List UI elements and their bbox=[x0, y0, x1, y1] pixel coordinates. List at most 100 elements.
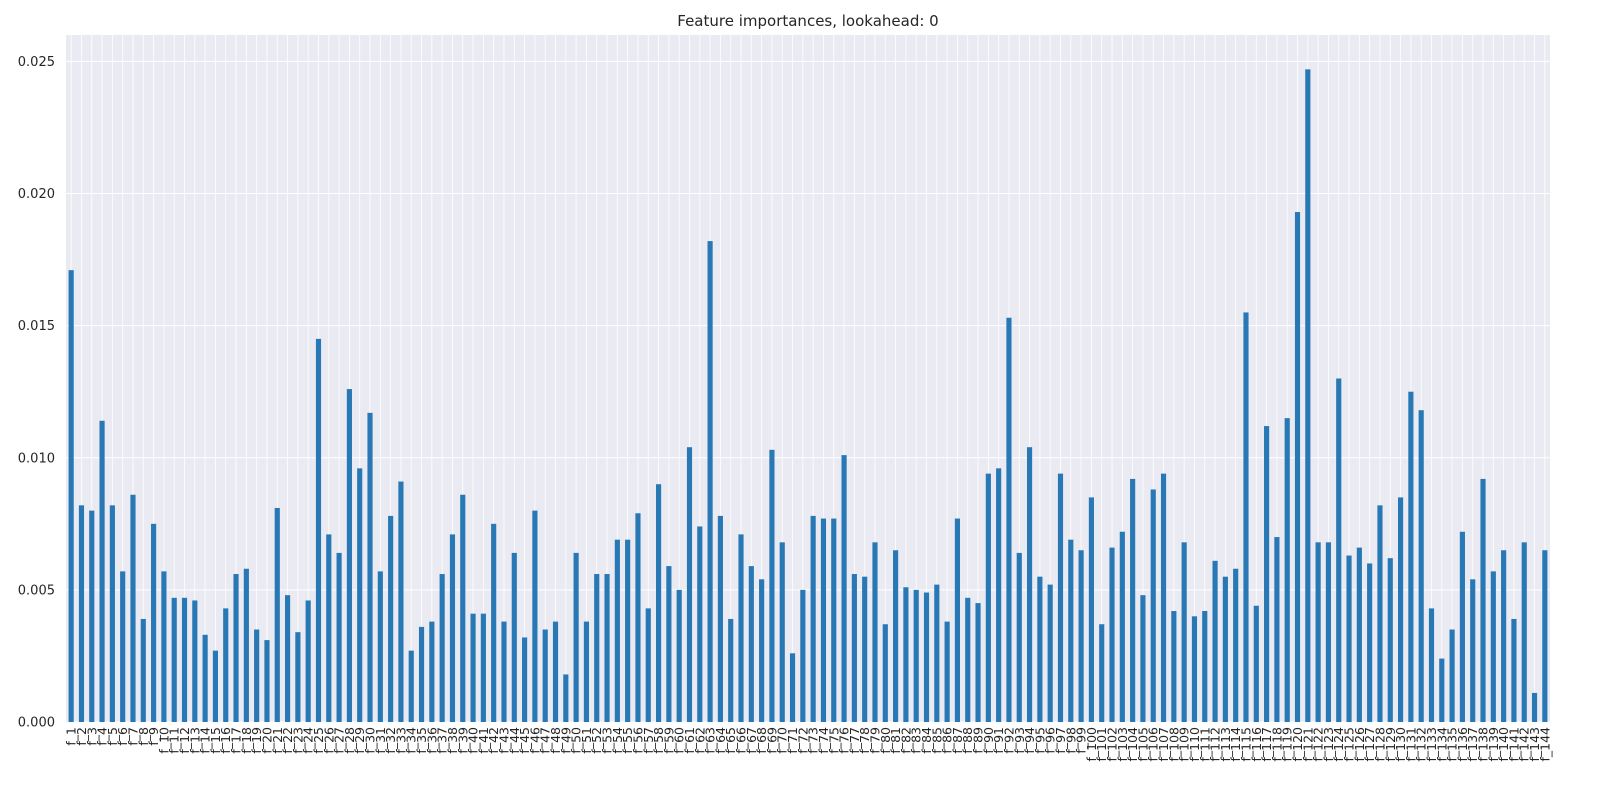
x-tick-label: f_106 bbox=[1146, 727, 1161, 762]
bar-f_24 bbox=[305, 600, 311, 722]
x-tick-label: f_137 bbox=[1465, 727, 1480, 762]
x-tick-label: f_97 bbox=[1053, 727, 1068, 754]
x-tick-label: f_44 bbox=[507, 727, 522, 754]
x-tick-label: f_81 bbox=[888, 727, 903, 754]
x-axis: f_1f_2f_3f_4f_5f_6f_7f_8f_9f_10f_11f_12f… bbox=[64, 727, 1553, 762]
bar-f_106 bbox=[1150, 489, 1156, 722]
x-tick-label: f_71 bbox=[785, 727, 800, 754]
x-tick-label: f_36 bbox=[424, 727, 439, 754]
x-tick-label: f_82 bbox=[898, 727, 913, 754]
bar-f_77 bbox=[851, 574, 857, 722]
bar-f_35 bbox=[418, 626, 425, 722]
bar-f_136 bbox=[1459, 531, 1465, 722]
x-tick-label: f_19 bbox=[249, 727, 264, 754]
y-tick-label: 0.005 bbox=[18, 583, 55, 598]
x-tick-label: f_72 bbox=[795, 727, 810, 754]
x-tick-label: f_139 bbox=[1486, 727, 1501, 762]
bar-f_58 bbox=[655, 484, 662, 722]
y-tick-label: 0.015 bbox=[18, 319, 55, 334]
x-tick-label: f_45 bbox=[517, 727, 532, 754]
x-tick-label: f_67 bbox=[744, 727, 759, 754]
bar-f_118 bbox=[1274, 537, 1280, 722]
bar-f_75 bbox=[831, 518, 837, 722]
bar-f_133 bbox=[1428, 608, 1435, 722]
bar-f_108 bbox=[1171, 611, 1177, 722]
bar-f_55 bbox=[625, 539, 631, 722]
x-tick-label: f_95 bbox=[1032, 727, 1047, 754]
x-tick-label: f_17 bbox=[229, 727, 244, 754]
bar-f_139 bbox=[1490, 571, 1496, 722]
x-tick-label: f_91 bbox=[991, 727, 1006, 754]
bar-f_44 bbox=[511, 552, 517, 722]
bar-f_17 bbox=[233, 574, 239, 722]
bar-f_60 bbox=[676, 589, 682, 722]
bar-f_131 bbox=[1408, 391, 1414, 722]
bar-f_73 bbox=[810, 515, 816, 722]
x-tick-label: f_105 bbox=[1135, 727, 1150, 762]
bar-f_8 bbox=[140, 618, 146, 722]
x-tick-label: f_83 bbox=[909, 727, 924, 754]
x-tick-label: f_39 bbox=[455, 727, 470, 754]
x-tick-label: f_28 bbox=[342, 727, 357, 754]
x-tick-label: f_93 bbox=[1012, 727, 1027, 754]
bar-f_126 bbox=[1356, 547, 1362, 722]
x-tick-label: f_135 bbox=[1445, 727, 1460, 762]
bar-f_16 bbox=[223, 608, 229, 722]
bar-f_59 bbox=[666, 566, 672, 722]
x-tick-label: f_64 bbox=[713, 727, 728, 754]
bar-f_50 bbox=[573, 552, 579, 722]
bar-f_129 bbox=[1387, 558, 1393, 722]
x-tick-label: f_104 bbox=[1125, 727, 1140, 762]
bar-f_137 bbox=[1470, 579, 1476, 722]
x-tick-label: f_62 bbox=[692, 727, 707, 754]
bar-f_97 bbox=[1057, 473, 1064, 722]
x-tick-label: f_102 bbox=[1105, 727, 1120, 762]
x-tick-label: f_114 bbox=[1228, 727, 1243, 762]
x-tick-label: f_136 bbox=[1455, 727, 1470, 762]
bar-f_64 bbox=[717, 515, 723, 722]
bar-f_18 bbox=[243, 568, 249, 722]
bar-f_12 bbox=[181, 597, 188, 722]
x-tick-label: f_121 bbox=[1300, 727, 1315, 762]
x-tick-label: f_127 bbox=[1362, 727, 1377, 762]
x-tick-label: f_65 bbox=[723, 727, 738, 754]
bar-f_112 bbox=[1212, 560, 1218, 722]
x-tick-label: f_118 bbox=[1269, 727, 1284, 762]
x-tick-label: f_7 bbox=[125, 727, 140, 746]
bar-f_71 bbox=[789, 653, 796, 722]
bar-f_86 bbox=[944, 621, 950, 722]
bar-f_89 bbox=[975, 603, 981, 722]
x-tick-label: f_75 bbox=[826, 727, 841, 754]
x-tick-label: f_131 bbox=[1403, 727, 1418, 762]
x-tick-label: f_140 bbox=[1496, 727, 1511, 762]
x-tick-label: f_4 bbox=[95, 727, 110, 746]
bar-f_83 bbox=[913, 589, 919, 722]
bar-f_63 bbox=[707, 241, 713, 722]
x-tick-label: f_60 bbox=[672, 727, 687, 754]
x-tick-label: f_59 bbox=[661, 727, 676, 754]
x-tick-label: f_70 bbox=[775, 727, 790, 754]
x-tick-label: f_143 bbox=[1527, 727, 1542, 762]
x-tick-label: f_5 bbox=[105, 727, 120, 746]
bar-f_49 bbox=[563, 674, 569, 722]
x-tick-label: f_13 bbox=[187, 727, 202, 754]
bar-f_52 bbox=[594, 574, 600, 722]
bar-f_34 bbox=[408, 650, 414, 722]
bar-f_69 bbox=[769, 449, 775, 722]
x-tick-label: f_111 bbox=[1197, 727, 1212, 762]
bar-f_15 bbox=[212, 650, 219, 722]
bar-f_128 bbox=[1377, 505, 1383, 722]
bar-f_134 bbox=[1439, 658, 1445, 722]
x-tick-label: f_122 bbox=[1311, 727, 1326, 762]
x-tick-label: f_125 bbox=[1342, 727, 1357, 762]
bar-f_117 bbox=[1264, 426, 1270, 722]
x-tick-label: f_99 bbox=[1074, 727, 1089, 754]
plot-background bbox=[66, 35, 1550, 722]
x-tick-label: f_110 bbox=[1187, 727, 1202, 762]
x-tick-label: f_144 bbox=[1537, 727, 1552, 762]
x-tick-label: f_56 bbox=[630, 727, 645, 754]
bar-f_5 bbox=[109, 505, 115, 722]
x-tick-label: f_98 bbox=[1063, 727, 1078, 754]
x-tick-label: f_8 bbox=[136, 727, 151, 746]
